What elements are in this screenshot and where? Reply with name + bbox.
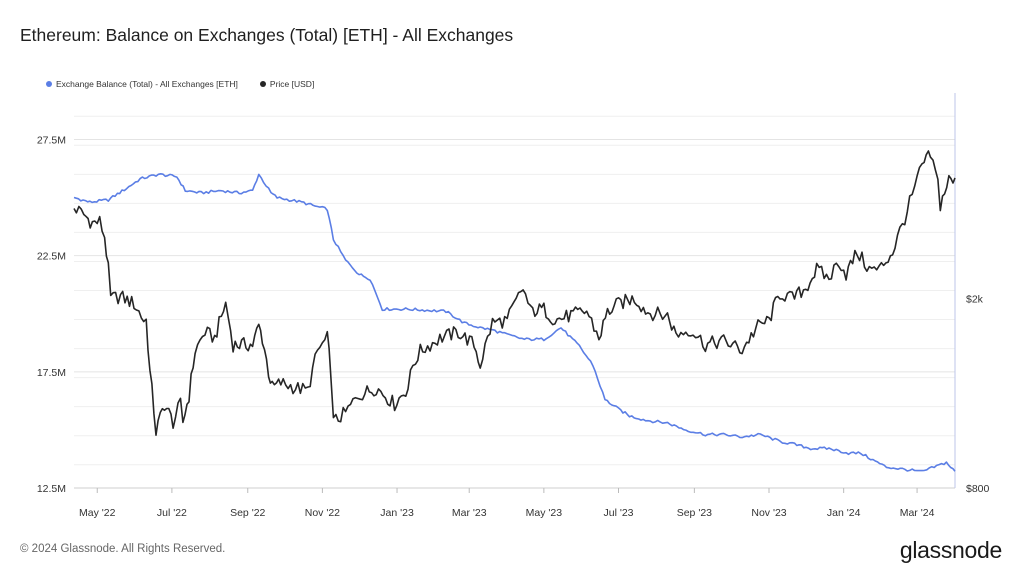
chart-title: Ethereum: Balance on Exchanges (Total) [… <box>20 25 514 45</box>
legend-label-price: Price [USD] <box>269 79 315 89</box>
x-tick-label: Mar '24 <box>900 507 935 519</box>
x-tick-label: Jul '22 <box>157 507 187 519</box>
x-tick-label: Jul '23 <box>603 507 633 519</box>
legend-item-balance[interactable]: Exchange Balance (Total) - All Exchanges… <box>46 79 238 89</box>
glassnode-logo: glassnode <box>899 537 1002 563</box>
legend-item-price[interactable]: Price [USD] <box>259 79 315 89</box>
x-tick-label: Jan '23 <box>380 507 414 519</box>
legend-dot-price-icon <box>259 81 266 87</box>
x-tick-label: May '23 <box>526 507 563 519</box>
x-tick-label: Sep '22 <box>230 507 265 519</box>
y-left-tick-label: 17.5M <box>37 367 66 379</box>
legend-label-balance: Exchange Balance (Total) - All Exchanges… <box>56 79 238 89</box>
y-right-tick-label: $2k <box>966 293 984 305</box>
x-tick-label: Nov '22 <box>305 507 340 519</box>
x-tick-label: Nov '23 <box>751 507 786 519</box>
x-tick-label: Sep '23 <box>677 507 712 519</box>
y-right-tick-label: $800 <box>966 483 990 495</box>
legend-dot-balance-icon <box>46 81 52 87</box>
y-left-tick-label: 27.5M <box>37 134 66 146</box>
y-left-tick-label: 22.5M <box>37 251 66 263</box>
x-tick-label: Jan '24 <box>827 507 861 519</box>
chart-legend: Exchange Balance (Total) - All Exchanges… <box>46 79 314 89</box>
copyright-notice: © 2024 Glassnode. All Rights Reserved. <box>20 543 226 555</box>
series-line-price <box>73 150 956 436</box>
series-line-balance <box>73 173 956 472</box>
x-tick-label: Mar '23 <box>452 507 487 519</box>
x-tick-label: May '22 <box>79 507 116 519</box>
y-left-tick-label: 12.5M <box>37 483 66 495</box>
